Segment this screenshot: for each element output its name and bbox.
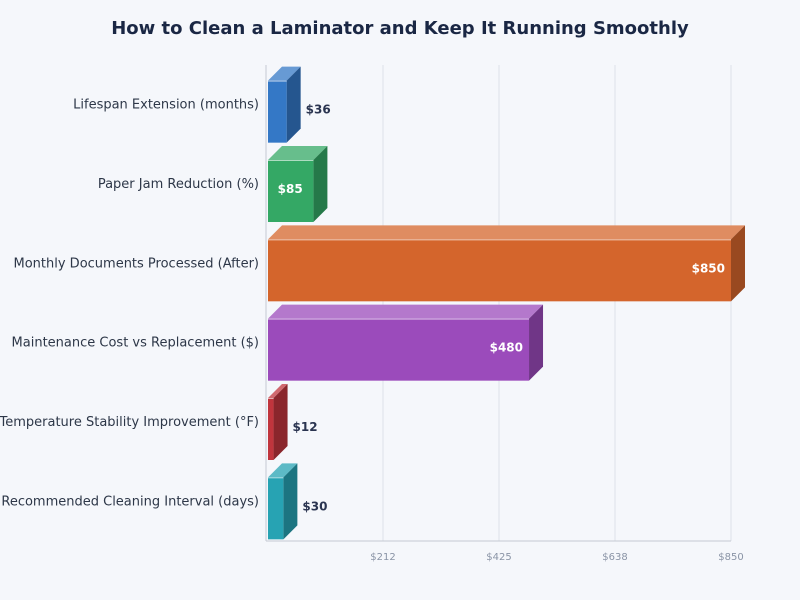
category-label: Maintenance Cost vs Replacement ($): [12, 336, 259, 351]
x-tick-label: $425: [486, 552, 511, 563]
category-label: Recommended Cleaning Interval (days): [1, 494, 259, 509]
bar-top: [268, 66, 301, 81]
data-label: $850: [692, 261, 725, 275]
bar-side: [529, 304, 544, 381]
bar-side: [313, 146, 328, 222]
category-label: Paper Jam Reduction (%): [98, 177, 259, 192]
category-label: Lifespan Extension (months): [73, 98, 259, 113]
x-tick-label: $638: [602, 552, 627, 563]
bar-top: [268, 146, 328, 160]
bar-group: Recommended Cleaning Interval (days) $30: [1, 463, 327, 540]
bar: [268, 318, 530, 381]
bar-side: [273, 384, 288, 460]
bar: [268, 398, 274, 460]
bar-group: Monthly Documents Processed (After) $850: [14, 225, 745, 302]
bar-top: [268, 225, 745, 240]
bar-group: Paper Jam Reduction (%) $85: [98, 146, 328, 222]
bar-side: [731, 225, 745, 302]
x-tick-label: $212: [370, 552, 395, 563]
bar-top: [268, 463, 298, 478]
bar: [268, 239, 731, 302]
data-label: $30: [302, 499, 327, 513]
data-label: $85: [278, 182, 303, 196]
category-label: Temperature Stability Improvement (°F): [0, 415, 259, 430]
data-label: $12: [293, 420, 318, 434]
x-tick-label: $850: [718, 552, 743, 563]
bar-top: [268, 384, 288, 398]
bar: [268, 160, 314, 222]
bar-group: Maintenance Cost vs Replacement ($) $480: [12, 304, 544, 381]
bar: [268, 80, 287, 143]
category-label: Monthly Documents Processed (After): [14, 256, 260, 271]
chart-title: How to Clean a Laminator and Keep It Run…: [111, 18, 689, 39]
bar-side: [286, 66, 301, 143]
bar-group: Temperature Stability Improvement (°F) $1…: [0, 384, 318, 460]
bar-group: Lifespan Extension (months) $36: [73, 66, 331, 143]
data-label: $480: [490, 341, 523, 355]
bar-top: [268, 304, 544, 319]
data-label: $36: [306, 103, 331, 117]
bar-side: [283, 463, 298, 540]
bar: [268, 477, 284, 540]
